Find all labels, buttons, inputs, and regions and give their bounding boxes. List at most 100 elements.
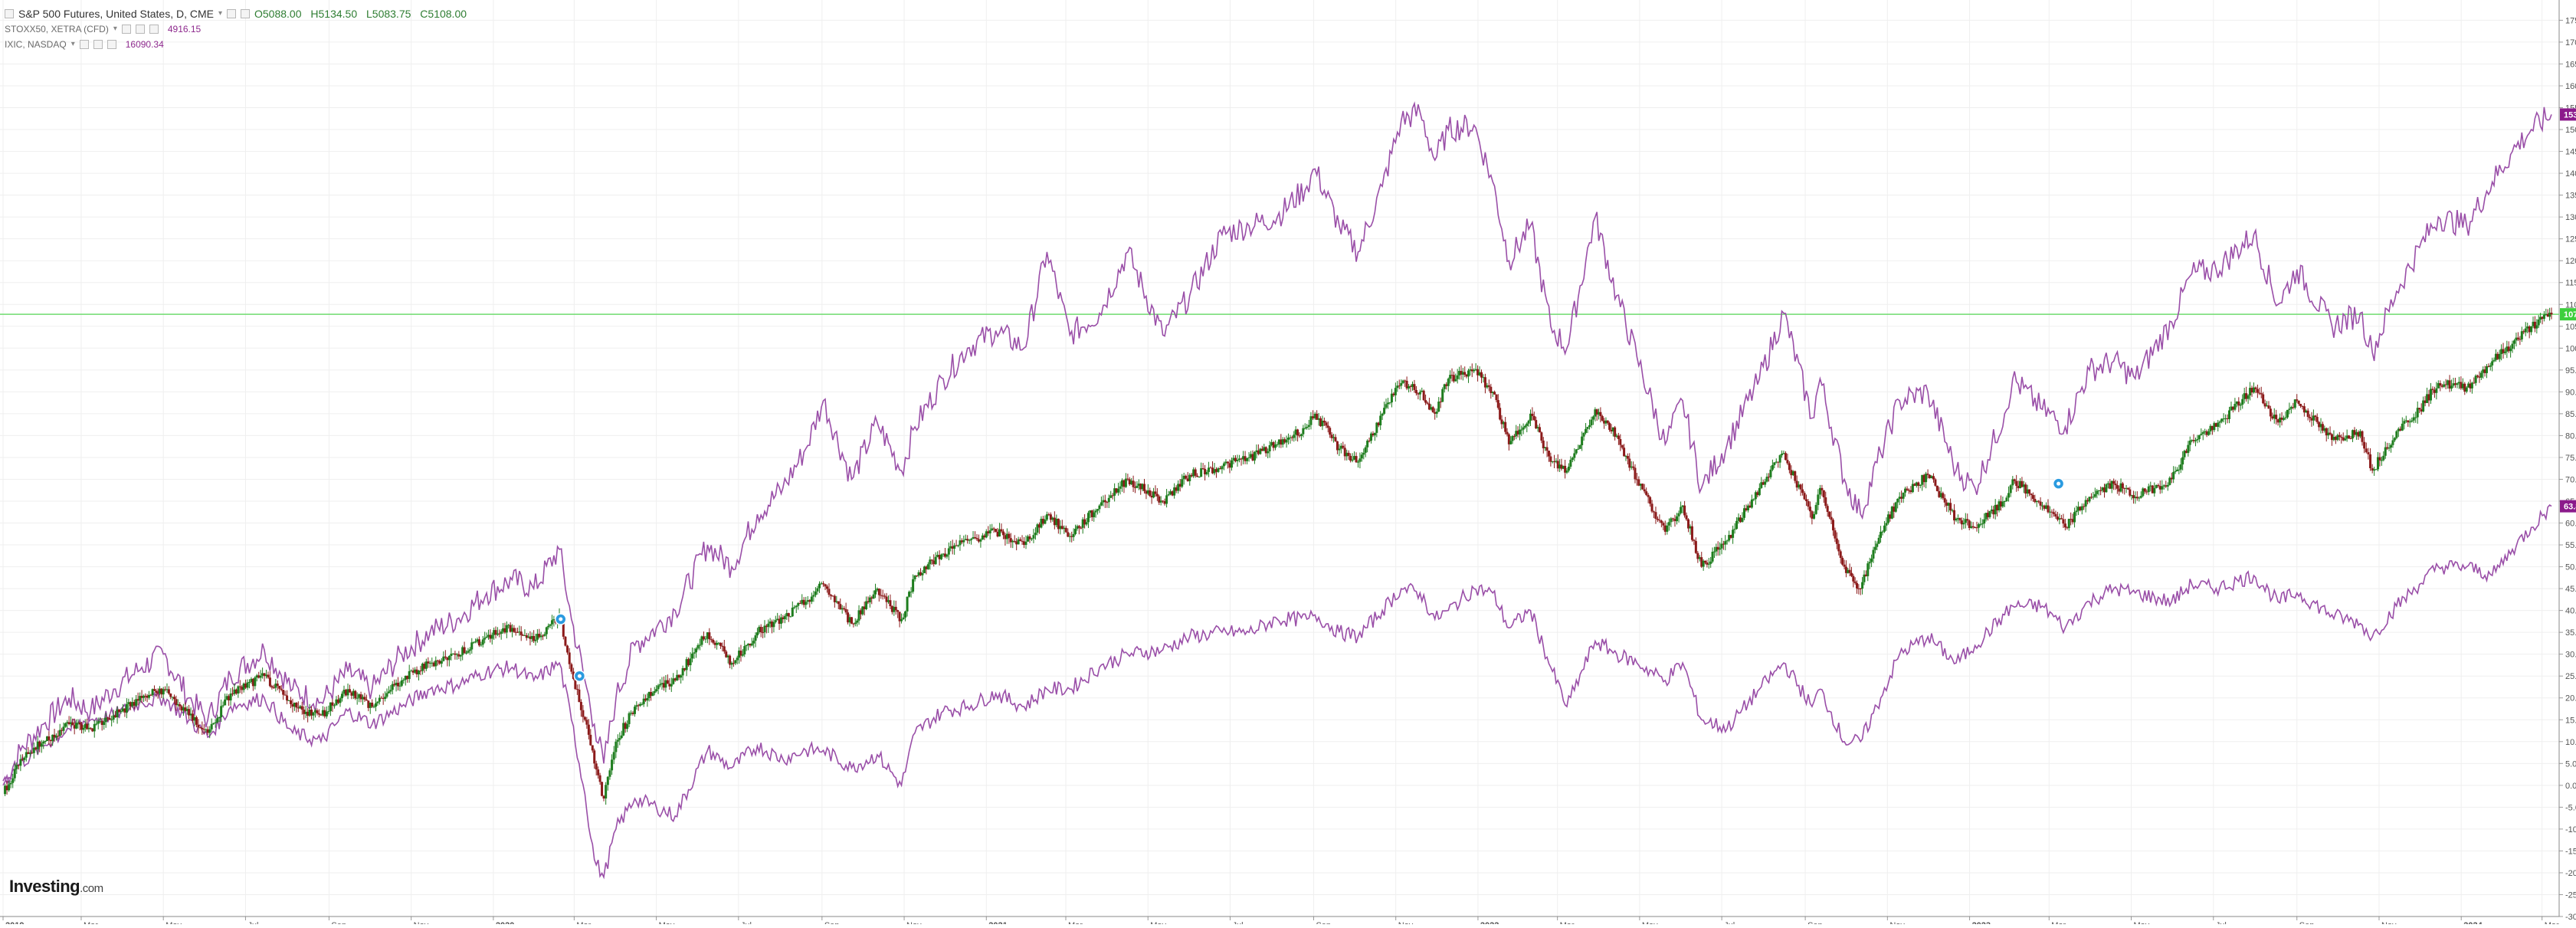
legend-close-icon[interactable]	[107, 40, 116, 49]
candle-body	[1666, 525, 1669, 532]
candle-body	[1926, 474, 1929, 475]
candle-body	[1758, 487, 1761, 496]
candle-body	[1117, 488, 1120, 493]
legend-close-icon[interactable]	[241, 9, 250, 18]
candle-body	[1294, 429, 1297, 435]
candle-body	[480, 644, 483, 646]
legend-high: H5134.50	[310, 8, 358, 20]
candle-body	[206, 729, 209, 733]
candle-body	[1617, 435, 1620, 440]
candle-body	[1496, 400, 1499, 408]
candle-body	[1551, 461, 1554, 463]
candle-body	[2151, 485, 2154, 494]
legend-overlay-value: 16090.34	[125, 39, 164, 50]
legend-overlay-row[interactable]: IXIC, NASDAQ ▾ 16090.34	[5, 37, 473, 52]
candle-body	[1765, 477, 1768, 482]
candle-body	[1316, 413, 1319, 420]
candle-body	[1074, 529, 1077, 534]
candle-body	[964, 539, 967, 540]
candle-body	[516, 631, 519, 633]
legend-overlay-row[interactable]: STOXX50, XETRA (CFD) ▾ 4916.15	[5, 21, 473, 37]
candle-body	[618, 738, 621, 740]
legend-visibility-icon[interactable]	[135, 25, 145, 34]
candle-body	[2482, 369, 2485, 373]
candle-body	[2123, 487, 2126, 489]
candle-body	[1435, 412, 1438, 414]
candle-body	[175, 699, 178, 706]
candle-body	[162, 689, 165, 695]
candle-body	[1852, 575, 1855, 582]
legend-visibility-icon[interactable]	[93, 40, 103, 49]
candle-body	[974, 537, 977, 539]
candle-body	[1349, 455, 1352, 461]
candle-body	[2390, 444, 2393, 448]
last-value-label: 63.84%	[2564, 503, 2576, 512]
candle-body	[1360, 454, 1363, 459]
candle-body	[789, 616, 792, 618]
candle-body	[1060, 526, 1064, 530]
candle-body	[54, 736, 57, 738]
candle-body	[574, 678, 577, 690]
candle-body	[992, 528, 995, 530]
candle-body	[2334, 437, 2337, 441]
legend-close-icon[interactable]	[149, 25, 159, 34]
candle-body	[1733, 529, 1736, 530]
candle-body	[1322, 421, 1326, 423]
candle-body	[389, 690, 392, 692]
candle-body	[1996, 504, 1999, 511]
candle-body	[1232, 457, 1235, 461]
candle-body	[2545, 313, 2548, 315]
candle-body	[708, 632, 711, 640]
candle-body	[1064, 527, 1067, 533]
candle-body	[1623, 448, 1626, 457]
candle-body	[2170, 477, 2173, 480]
candle-body	[1336, 441, 1339, 451]
candle-body	[2283, 418, 2286, 420]
candle-body	[1293, 434, 1296, 438]
candle-body	[2433, 389, 2436, 393]
legend-settings-icon[interactable]	[121, 25, 131, 34]
candle-body	[885, 596, 888, 602]
candle-body	[589, 734, 592, 746]
candle-body	[947, 548, 950, 555]
legend-main-row[interactable]: S&P 500 Futures, United States, D, CME ▾…	[5, 6, 473, 21]
candle-body	[1165, 495, 1168, 504]
legend-open: O5088.00	[254, 8, 302, 20]
candle-body	[2214, 423, 2217, 428]
candle-body	[278, 686, 281, 689]
candle-body	[2280, 417, 2283, 420]
candle-body	[1090, 510, 1093, 517]
legend-toggle-icon[interactable]	[5, 9, 14, 18]
legend-settings-icon[interactable]	[79, 40, 89, 49]
candle-body	[2256, 389, 2259, 393]
legend-caret-icon[interactable]: ▾	[113, 25, 117, 33]
candle-body	[325, 711, 328, 716]
candle-body	[1405, 380, 1408, 389]
candle-body	[1218, 468, 1221, 470]
candle-body	[2075, 510, 2078, 513]
candle-body	[1932, 476, 1935, 480]
candle-body	[1771, 464, 1774, 470]
legend-caret-icon[interactable]: ▾	[218, 9, 222, 18]
candle-body	[2506, 346, 2509, 352]
candle-body	[2207, 431, 2211, 435]
candle-body	[538, 634, 541, 638]
candle-body	[1502, 421, 1505, 425]
legend-settings-icon[interactable]	[227, 9, 236, 18]
candle-body	[1342, 445, 1345, 448]
candle-body	[894, 606, 897, 611]
candle-body	[1228, 463, 1231, 468]
candle-body	[755, 632, 759, 636]
candle-body	[1782, 453, 1785, 454]
candle-body	[1650, 503, 1653, 512]
candle-body	[579, 701, 582, 710]
candle-body	[1260, 448, 1263, 451]
candle-body	[1824, 497, 1827, 507]
x-tick-label: May	[166, 921, 182, 924]
candle-body	[926, 564, 929, 569]
candle-body	[335, 699, 338, 706]
legend-caret-icon[interactable]: ▾	[70, 40, 75, 48]
candle-body	[103, 722, 106, 725]
